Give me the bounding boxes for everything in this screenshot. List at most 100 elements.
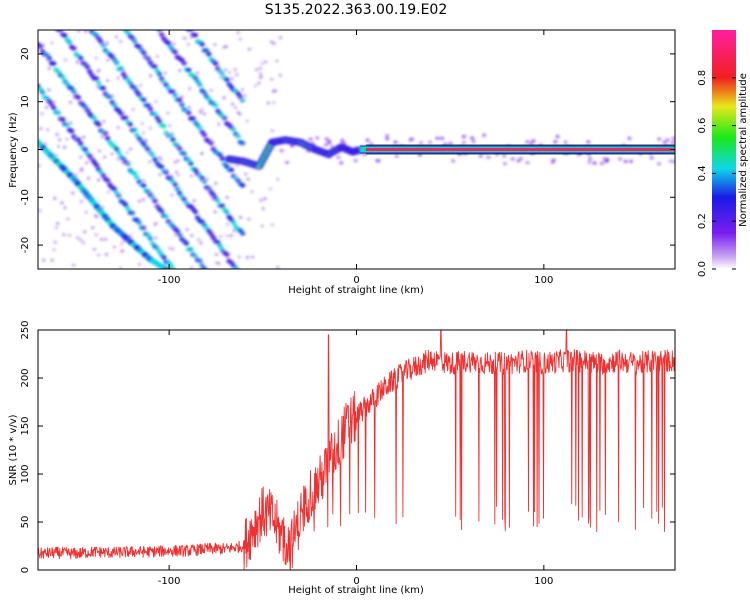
stripe-blob xyxy=(217,152,223,158)
noise-blob xyxy=(670,140,675,145)
noise-blob xyxy=(586,140,591,144)
noise-blob xyxy=(45,99,49,104)
noise-blob xyxy=(84,210,89,214)
noise-blob xyxy=(41,258,46,262)
colorbar-ticks: 0.0 0.2 0.4 0.6 0.8 xyxy=(697,70,736,277)
stripe-blob xyxy=(201,266,208,269)
noise-blob xyxy=(187,105,192,109)
noise-blob xyxy=(336,155,341,160)
colorbar-tick-label: 0.2 xyxy=(697,213,708,229)
snr-y-ticks: 0 50 100 150 200 250 xyxy=(20,320,675,573)
stripe-blob xyxy=(57,30,64,32)
stripe-blob xyxy=(100,42,106,48)
snr-panel: -100 0 100 0 50 100 150 200 250 Height of strai… xyxy=(8,320,676,596)
stripe-blob xyxy=(136,92,142,98)
noise-blob xyxy=(121,69,126,73)
noise-blob xyxy=(50,258,54,262)
stripe-blob xyxy=(190,116,196,121)
stripe-blob xyxy=(188,30,194,32)
stripe-blob xyxy=(185,67,192,73)
noise-blob xyxy=(79,168,84,172)
strong-diagonal-blob xyxy=(204,296,211,302)
noise-blob xyxy=(174,170,179,174)
noise-blob xyxy=(271,89,276,93)
y-tick-label: 50 xyxy=(20,516,31,529)
noise-blob xyxy=(75,60,80,64)
noise-blob xyxy=(271,100,276,105)
noise-blob xyxy=(167,124,172,128)
stripe-blob xyxy=(172,182,178,187)
noise-blob xyxy=(435,136,440,141)
stripe-blob xyxy=(233,265,239,269)
stripe-blob xyxy=(224,252,230,257)
noise-blob xyxy=(116,76,120,80)
noise-blob xyxy=(176,173,181,177)
y-tick-label: 20 xyxy=(20,48,31,61)
strong-diagonal-blob xyxy=(190,285,197,291)
noise-blob xyxy=(148,160,152,164)
noise-blob xyxy=(237,255,241,259)
stripe-blob xyxy=(50,61,57,66)
noise-blob xyxy=(461,134,467,139)
y-tick-label: -20 xyxy=(20,237,31,253)
snr-x-ticks: -100 0 100 xyxy=(158,330,553,587)
stripe-blob xyxy=(239,182,246,188)
noise-blob xyxy=(671,136,675,141)
stripe-blob xyxy=(201,90,208,96)
noise-blob xyxy=(550,160,555,164)
noise-blob xyxy=(173,160,178,164)
noise-blob xyxy=(95,85,100,89)
stripe-blob xyxy=(185,157,192,163)
strong-diagonal-blob xyxy=(204,296,211,302)
noise-blob xyxy=(471,139,476,144)
noise-blob xyxy=(70,191,75,195)
noise-blob xyxy=(38,47,41,51)
noise-blob xyxy=(57,138,62,142)
stripe-blob xyxy=(131,38,138,44)
noise-blob xyxy=(125,151,129,155)
noise-blob xyxy=(112,245,117,249)
noise-blob xyxy=(225,222,230,226)
stripe-blob xyxy=(170,137,176,143)
noise-blob xyxy=(427,140,433,144)
stripe-blob xyxy=(197,125,203,131)
noise-blob xyxy=(365,138,370,142)
noise-blob xyxy=(308,137,313,141)
noise-blob xyxy=(217,122,221,126)
noise-blob xyxy=(53,240,58,244)
stripe-blob xyxy=(53,25,59,30)
stripe-blob xyxy=(192,209,199,215)
stripe-blob xyxy=(98,39,104,45)
noise-blob xyxy=(353,158,358,163)
noise-blob xyxy=(118,266,123,269)
stripe-blob xyxy=(59,74,66,80)
strong-diagonal-blob xyxy=(193,287,200,293)
stripe-blob xyxy=(154,115,160,121)
stripe-blob xyxy=(95,122,102,127)
noise-blob xyxy=(246,177,250,181)
noise-blob xyxy=(189,234,194,238)
stripe-blob xyxy=(224,209,230,215)
noise-blob xyxy=(340,138,345,143)
noise-blob xyxy=(56,144,61,149)
noise-blob xyxy=(198,110,203,114)
noise-blob xyxy=(324,137,329,141)
stripe-blob xyxy=(192,32,199,38)
noise-blob xyxy=(218,235,223,239)
noise-blob xyxy=(239,99,244,104)
noise-blob xyxy=(243,94,247,98)
noise-blob xyxy=(215,261,219,265)
noise-blob xyxy=(63,58,68,62)
noise-blob xyxy=(47,88,51,92)
spectrogram-x-ticks: -100 0 100 xyxy=(158,30,553,286)
noise-blob xyxy=(617,157,623,161)
noise-blob xyxy=(88,158,93,162)
noise-blob xyxy=(250,255,255,259)
strong-diagonal-blob xyxy=(203,295,210,301)
noise-blob xyxy=(240,87,245,92)
spectrogram-y-label: Frequency (Hz) xyxy=(8,112,19,188)
noise-blob xyxy=(160,80,165,84)
noise-blob xyxy=(142,225,147,229)
noise-blob xyxy=(173,233,178,237)
stripe-blob xyxy=(104,136,111,141)
